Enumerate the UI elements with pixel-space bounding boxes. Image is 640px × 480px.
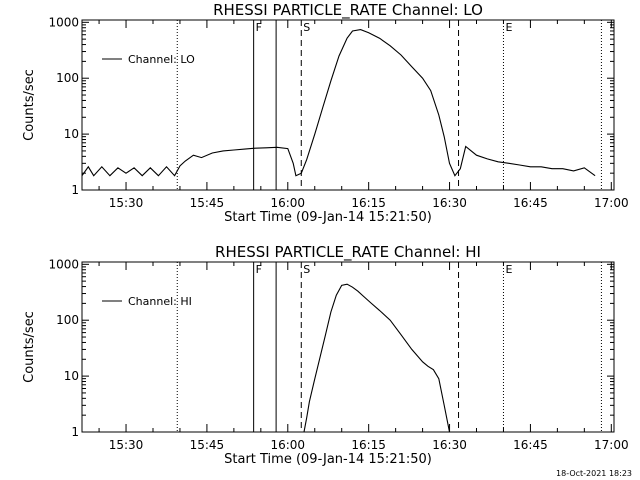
footer-timestamp: 18-Oct-2021 18:23 <box>556 469 632 478</box>
plot-frame <box>81 19 615 191</box>
x-tick-label: 16:30 <box>432 438 467 452</box>
event-marker-label: S <box>303 21 310 34</box>
x-axis-label: Start Time (09-Jan-14 15:21:50) <box>224 210 432 225</box>
x-tick-label: 16:45 <box>513 438 548 452</box>
x-axis-label: Start Time (09-Jan-14 15:21:50) <box>224 452 432 467</box>
plot-frame <box>81 261 615 433</box>
x-tick-label: 17:00 <box>594 438 629 452</box>
y-tick-label: 1000 <box>48 257 79 271</box>
x-tick-label: 15:45 <box>190 438 225 452</box>
series-line <box>81 29 596 177</box>
event-marker-label: F <box>256 263 262 276</box>
chart-panel-lo: RHESSI PARTICLE_RATE Channel: LO 1 10 100 10… <box>22 1 629 225</box>
x-tick-label: 16:15 <box>351 196 386 210</box>
x-tick-label: 15:30 <box>109 438 144 452</box>
x-tick-label: 17:00 <box>594 196 629 210</box>
x-tick-label: 16:45 <box>513 196 548 210</box>
x-tick-label: 16:15 <box>351 438 386 452</box>
x-tick-label: 15:30 <box>109 196 144 210</box>
y-tick-label: 1 <box>71 183 79 197</box>
legend-entry: Channel: LO <box>128 53 195 66</box>
event-marker-label: E <box>505 21 512 34</box>
event-marker-label: E <box>505 263 512 276</box>
x-tick-label: 16:30 <box>432 196 467 210</box>
series-line <box>303 283 451 433</box>
chart-title: RHESSI PARTICLE_RATE Channel: LO <box>213 1 483 20</box>
y-tick-label: 1 <box>71 425 79 439</box>
y-tick-label: 100 <box>56 313 79 327</box>
y-tick-label: 10 <box>64 127 79 141</box>
x-tick-label: 16:00 <box>270 438 305 452</box>
y-axis-label: Counts/sec <box>22 69 37 141</box>
event-marker-label: S <box>303 263 310 276</box>
y-tick-label: 100 <box>56 71 79 85</box>
y-tick-label: 10 <box>64 369 79 383</box>
x-tick-label: 16:00 <box>270 196 305 210</box>
event-marker-label: F <box>256 21 262 34</box>
chart-title: RHESSI PARTICLE_RATE Channel: HI <box>215 243 481 262</box>
legend-entry: Channel: HI <box>128 295 192 308</box>
chart-panel-hi: RHESSI PARTICLE_RATE Channel: HI 1 10 100 10… <box>22 243 629 467</box>
y-tick-label: 1000 <box>48 15 79 29</box>
y-axis-label: Counts/sec <box>22 311 37 383</box>
x-tick-label: 15:45 <box>190 196 225 210</box>
